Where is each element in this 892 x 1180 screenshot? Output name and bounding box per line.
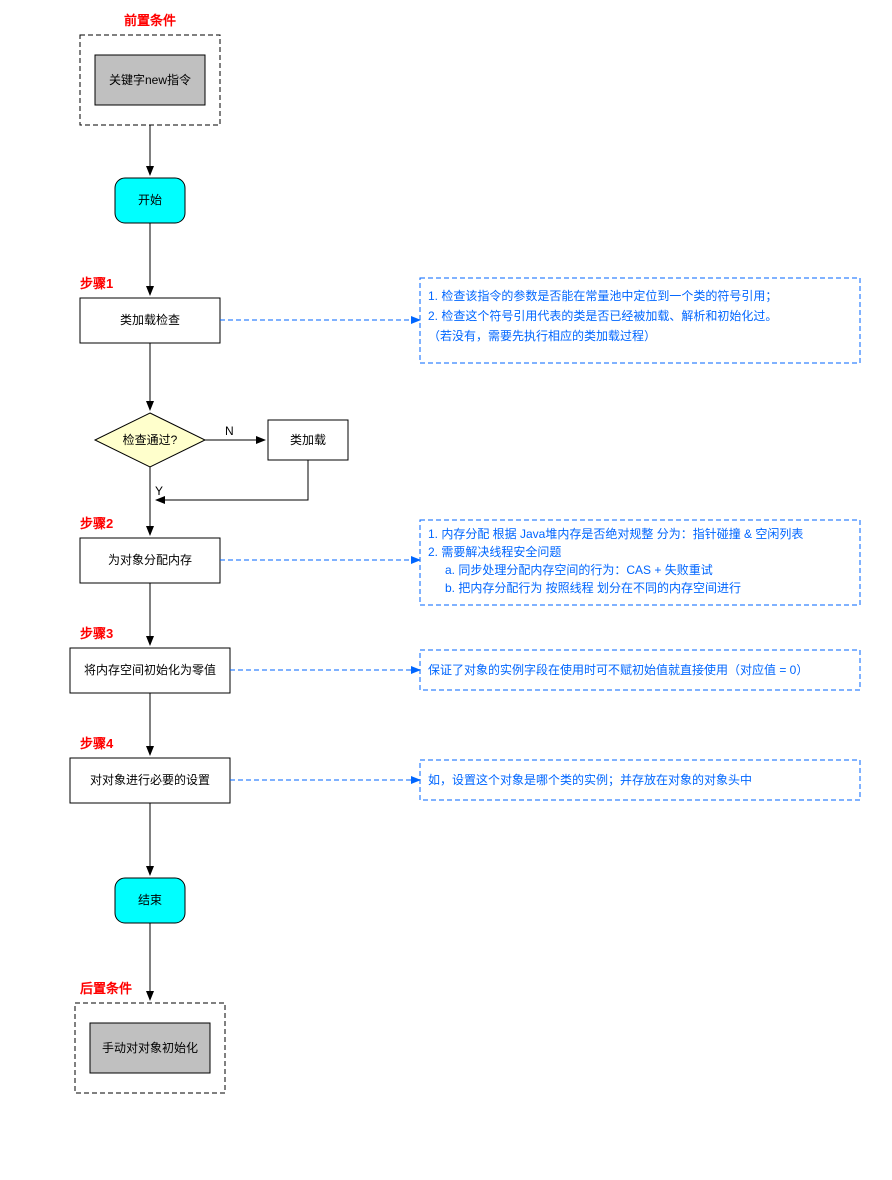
set-object-text: 对对象进行必要的设置 bbox=[90, 772, 210, 787]
flowchart-canvas: 前置条件 关键字new指令 开始 步骤1 类加载检查 1. 检查该指令的参数是否… bbox=[0, 0, 892, 1180]
step2-label: 步骤2 bbox=[80, 516, 113, 531]
init-note-text: 保证了对象的实例字段在使用时可不赋初始值就直接使用（对应值 = 0） bbox=[428, 662, 808, 677]
set-note-text: 如，设置这个对象是哪个类的实例；并存放在对象的对象头中 bbox=[428, 772, 752, 787]
step3-label: 步骤3 bbox=[80, 626, 113, 641]
class-load-text: 类加载 bbox=[290, 433, 326, 447]
alloc-note-2b: b. 把内存分配行为 按照线程 划分在不同的内存空间进行 bbox=[445, 580, 741, 595]
init-zero-text: 将内存空间初始化为零值 bbox=[84, 662, 216, 677]
check-note-1: 1. 检查该指令的参数是否能在常量池中定位到一个类的符号引用； bbox=[428, 288, 777, 303]
precondition-label: 前置条件 bbox=[124, 13, 176, 28]
decision-y-label: Y bbox=[155, 484, 163, 498]
alloc-note-2: 2. 需要解决线程安全问题 bbox=[428, 544, 561, 559]
alloc-note-1: 1. 内存分配 根据 Java堆内存是否绝对规整 分为：指针碰撞 & 空闲列表 bbox=[428, 526, 803, 541]
alloc-note-2a: a. 同步处理分配内存空间的行为：CAS + 失败重试 bbox=[445, 562, 713, 577]
step4-label: 步骤4 bbox=[80, 736, 114, 751]
decision-n-label: N bbox=[225, 424, 234, 438]
check-note-3: （若没有，需要先执行相应的类加载过程） bbox=[428, 328, 656, 343]
step1-label: 步骤1 bbox=[80, 276, 113, 291]
edge-classload-back bbox=[156, 460, 308, 500]
start-text: 开始 bbox=[138, 193, 162, 207]
manual-init-text: 手动对对象初始化 bbox=[102, 1041, 198, 1055]
alloc-memory-text: 为对象分配内存 bbox=[108, 553, 192, 567]
decision-text: 检查通过? bbox=[123, 432, 178, 447]
postcondition-label: 后置条件 bbox=[80, 981, 132, 996]
class-load-check-text: 类加载检查 bbox=[120, 312, 180, 327]
new-instruction-text: 关键字new指令 bbox=[109, 72, 191, 87]
end-text: 结束 bbox=[138, 893, 162, 907]
check-note-2: 2. 检查这个符号引用代表的类是否已经被加载、解析和初始化过。 bbox=[428, 308, 777, 323]
